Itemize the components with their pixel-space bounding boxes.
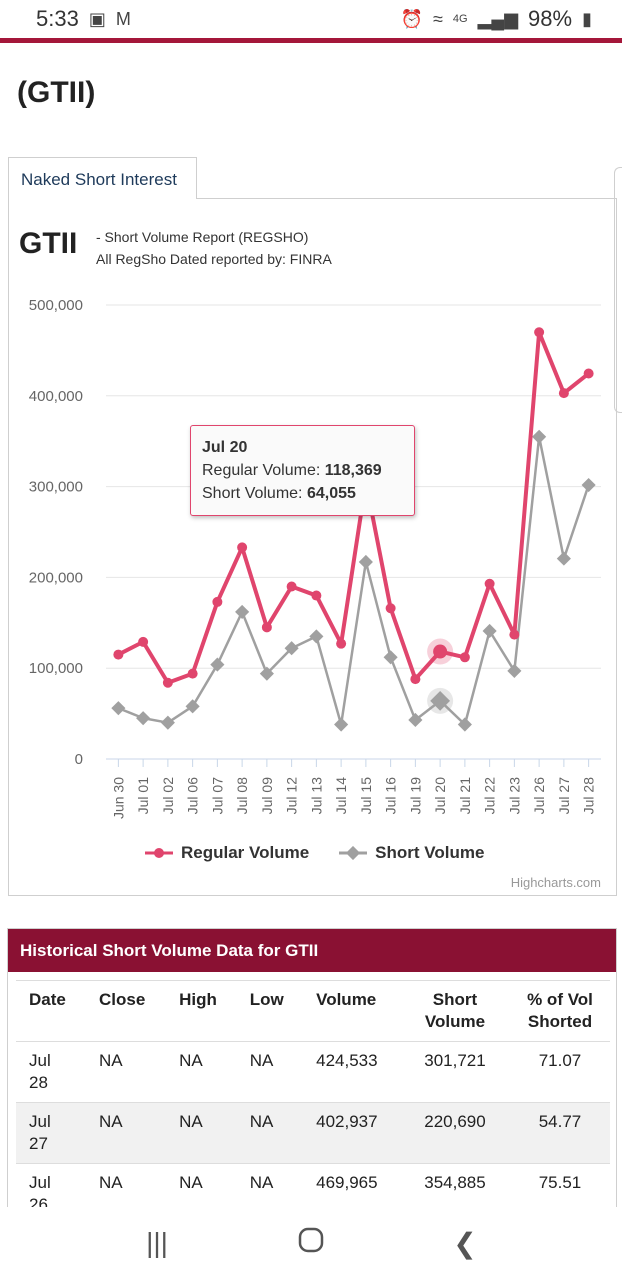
chart-panel: [8, 198, 617, 896]
cell-close: NA: [86, 1163, 167, 1208]
system-nav-bar: ||| ❮: [0, 1207, 622, 1279]
legend-short-marker: [339, 846, 368, 860]
gmail-icon: M: [115, 8, 131, 29]
tooltip-short: Short Volume: 64,055: [202, 482, 403, 505]
chart-legend: Regular Volume Short Volume: [145, 843, 484, 863]
cell-low: NA: [236, 1041, 304, 1103]
cell-date: Jul 28: [16, 1041, 86, 1103]
gallery-icon: ▣: [88, 8, 106, 29]
chart-tooltip: Jul 20 Regular Volume: 118,369 Short Vol…: [190, 425, 415, 516]
history-title: Historical Short Volume Data for GTII: [8, 929, 616, 972]
history-table: Date Close High Low Volume Short Volume …: [16, 980, 610, 1208]
status-bar: 5:33 ▣ M ⏰ ≈ 4G ▂▄▆ 98% ▮: [0, 0, 622, 38]
cell-high: NA: [166, 1102, 237, 1164]
cell-close: NA: [86, 1041, 167, 1103]
header-rule: [0, 38, 622, 43]
home-icon[interactable]: [281, 1227, 341, 1260]
legend-short-label: Short Volume: [375, 843, 485, 862]
table-row: Jul 28 NA NA NA 424,533 301,721 71.07: [16, 1041, 610, 1103]
signal-icon: ▂▄▆: [477, 8, 519, 29]
cell-short-volume: 301,721: [400, 1041, 510, 1103]
table-row: Jul 27 NA NA NA 402,937 220,690 54.77: [16, 1102, 610, 1164]
wifi-icon: ≈: [433, 8, 443, 29]
tooltip-regular-value: 118,369: [324, 462, 382, 479]
th-volume: Volume: [303, 980, 400, 1042]
tooltip-regular: Regular Volume: 118,369: [202, 459, 403, 482]
cell-date: Jul 27: [16, 1102, 86, 1164]
cell-high: NA: [166, 1041, 237, 1103]
th-close: Close: [86, 980, 167, 1042]
th-pct-shorted: % of Vol Shorted: [510, 980, 610, 1042]
cell-pct-shorted: 54.77: [510, 1102, 610, 1164]
cell-short-volume: 354,885: [400, 1163, 510, 1208]
th-low: Low: [236, 980, 304, 1042]
tooltip-date: Jul 20: [202, 439, 248, 456]
cell-volume: 402,937: [303, 1102, 400, 1164]
cell-low: NA: [236, 1163, 304, 1208]
page-title: (GTII): [17, 76, 96, 109]
tooltip-regular-label: Regular Volume:: [202, 462, 325, 479]
legend-regular-label: Regular Volume: [181, 843, 310, 862]
table-header-row: Date Close High Low Volume Short Volume …: [16, 980, 610, 1042]
battery-percent: 98%: [528, 6, 573, 31]
back-icon[interactable]: ❮: [453, 1227, 477, 1259]
network-type: 4G: [452, 13, 468, 25]
legend-regular-marker: [145, 848, 173, 858]
tab-label: Naked Short Interest: [21, 170, 177, 189]
cell-pct-shorted: 71.07: [510, 1041, 610, 1103]
chart-source: All RegSho Dated reported by: FINRA: [96, 251, 332, 267]
battery-icon: ▮: [582, 8, 592, 29]
cell-volume: 424,533: [303, 1041, 400, 1103]
recents-icon[interactable]: |||: [146, 1227, 168, 1258]
tooltip-short-value: 64,055: [306, 485, 356, 502]
cell-pct-shorted: 75.51: [510, 1163, 610, 1208]
chart-credits[interactable]: Highcharts.com: [510, 875, 601, 890]
cell-date: Jul 26: [16, 1163, 86, 1208]
tooltip-short-label: Short Volume:: [202, 485, 307, 502]
chart-ticker: GTII: [19, 227, 78, 260]
th-high: High: [166, 980, 237, 1042]
history-panel: Historical Short Volume Data for GTII Da…: [7, 928, 617, 1208]
cell-volume: 469,965: [303, 1163, 400, 1208]
legend-item-short[interactable]: Short Volume: [339, 843, 484, 863]
cell-close: NA: [86, 1102, 167, 1164]
cell-high: NA: [166, 1163, 237, 1208]
next-tab-edge[interactable]: [614, 167, 622, 413]
status-time: 5:33: [36, 6, 79, 31]
chart-subtitle: - Short Volume Report (REGSHO): [96, 229, 309, 245]
th-short-volume: Short Volume: [400, 980, 510, 1042]
home-shape: [298, 1227, 324, 1252]
legend-item-regular[interactable]: Regular Volume: [145, 843, 309, 863]
cell-short-volume: 220,690: [400, 1102, 510, 1164]
cell-low: NA: [236, 1102, 304, 1164]
table-row: Jul 26 NA NA NA 469,965 354,885 75.51: [16, 1163, 610, 1208]
tab-naked-short-interest[interactable]: Naked Short Interest: [8, 157, 197, 199]
alarm-icon: ⏰: [400, 8, 424, 29]
th-date: Date: [16, 980, 86, 1042]
